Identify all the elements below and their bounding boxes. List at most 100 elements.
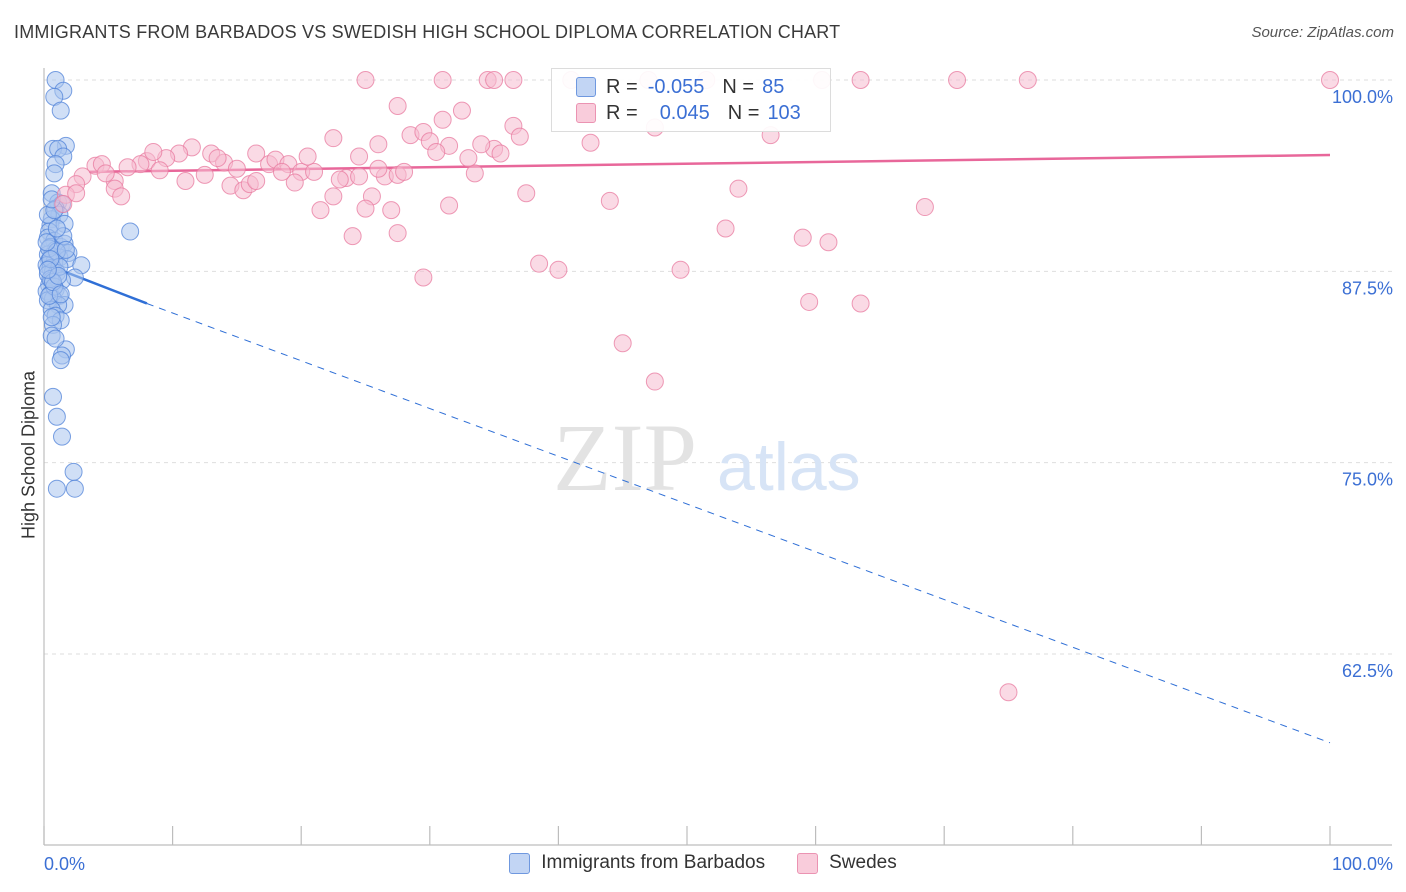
swedes-point — [350, 147, 369, 166]
swedes-point — [96, 164, 115, 183]
legend-n-value: 103 — [767, 101, 801, 124]
swedes-point — [440, 196, 459, 215]
swedes-point — [285, 173, 304, 192]
barbados-point — [38, 260, 57, 279]
swedes-point — [54, 194, 73, 213]
barbados-point — [47, 479, 66, 498]
swedes-point — [305, 162, 324, 181]
swedes-point — [395, 162, 414, 181]
barbados-point — [45, 164, 64, 183]
swedes-point — [491, 144, 510, 163]
swedes-point — [356, 199, 375, 218]
legend-r-label: R = — [606, 75, 638, 98]
swedes-point — [272, 162, 291, 181]
barbados-point — [44, 387, 63, 406]
swedes-point — [999, 683, 1018, 702]
source-label: Source: ZipAtlas.com — [1251, 24, 1394, 41]
swedes-point — [729, 179, 748, 198]
swedes-point — [343, 227, 362, 246]
barbados-point — [51, 351, 70, 370]
bottom-legend-swatch-pink — [797, 852, 819, 874]
legend: R = -0.055 N = 85 R = 0.045 N = 103 — [551, 68, 831, 132]
swedes-point — [915, 198, 934, 217]
swedes-point — [382, 201, 401, 220]
bottom-legend: Immigrants from Barbados Swedes — [0, 852, 1406, 874]
bottom-legend-swedes: Swedes — [797, 852, 897, 874]
y-tick-label: 62.5% — [1342, 661, 1393, 681]
swedes-point — [819, 233, 838, 252]
swedes-point — [485, 71, 504, 89]
bottom-legend-swatch-blue — [509, 852, 531, 874]
chart-title: IMMIGRANTS FROM BARBADOS VS SWEDISH HIGH… — [14, 22, 841, 42]
bottom-legend-barbados: Immigrants from Barbados — [509, 852, 765, 874]
swedes-point — [388, 97, 407, 116]
swedes-point — [298, 147, 317, 166]
tick-labels: 62.5% 75.0% 87.5% 100.0% 0.0% 100.0% — [44, 87, 1393, 874]
swedes-point — [549, 260, 568, 279]
legend-n-label: N = — [727, 101, 760, 124]
legend-row-swedes: R = 0.045 N = 103 — [576, 100, 801, 126]
swedes-point — [67, 184, 86, 203]
swedes-point — [851, 71, 870, 89]
swedes-point — [613, 334, 632, 353]
axes — [43, 68, 1392, 846]
swedes-point — [324, 129, 343, 148]
swedes-point — [948, 71, 967, 89]
barbados-point — [121, 222, 140, 241]
swedes-point — [517, 184, 536, 203]
swedes-point — [600, 191, 619, 210]
swedes-point — [208, 149, 227, 168]
swedes-point — [369, 135, 388, 154]
x-tick-label: 100.0% — [1332, 854, 1393, 874]
swedes-point — [247, 172, 266, 191]
legend-r-label: R = — [606, 101, 638, 124]
swedes-point — [800, 292, 819, 311]
swedes-point — [459, 149, 478, 168]
bottom-legend-label: Immigrants from Barbados — [541, 852, 766, 873]
swedes-point — [414, 268, 433, 287]
legend-r-value: -0.055 — [647, 75, 705, 98]
barbados-point — [47, 407, 66, 426]
barbados-trend-dashed — [146, 303, 1331, 744]
swedes-point — [227, 159, 246, 178]
swedes-point — [176, 172, 195, 191]
y-tick-label: 75.0% — [1342, 470, 1393, 490]
bottom-legend-label: Swedes — [829, 852, 897, 873]
swedes-point — [324, 187, 343, 206]
barbados-point — [51, 101, 70, 120]
x-tick-label: 0.0% — [44, 854, 85, 874]
swedes-point — [433, 71, 452, 89]
swedes-point — [530, 254, 549, 273]
watermark-atlas: atlas — [717, 429, 861, 505]
swedes-point — [472, 135, 491, 154]
legend-r-value: 0.045 — [659, 101, 710, 124]
swedes-point — [465, 164, 484, 183]
swedes-point — [118, 158, 137, 177]
barbados-point — [56, 240, 75, 259]
legend-n-value: 85 — [762, 75, 785, 98]
watermark-zip: ZIP — [553, 404, 697, 511]
barbados-point — [64, 462, 83, 481]
swedes-point — [645, 372, 664, 391]
barbados-point — [46, 329, 65, 348]
swedes-point — [1321, 71, 1339, 89]
swedes-point — [311, 201, 330, 220]
swedes-point — [388, 224, 407, 243]
barbados-point — [53, 427, 72, 446]
y-tick-label: 87.5% — [1342, 278, 1393, 298]
y-tick-label: 100.0% — [1332, 87, 1393, 107]
swedes-point — [247, 144, 266, 163]
swedes-point — [671, 260, 690, 279]
swedes-point — [150, 161, 169, 180]
barbados-point — [51, 285, 70, 304]
grid-lines — [44, 79, 1392, 655]
swedes-point — [330, 170, 349, 189]
barbados-point — [37, 233, 56, 252]
watermark: ZIP atlas — [553, 404, 861, 511]
swedes-point — [195, 165, 214, 184]
swedes-point — [793, 228, 812, 247]
legend-n-label: N = — [722, 75, 755, 98]
legend-swatch-pink — [576, 103, 596, 123]
swedes-point — [433, 110, 452, 129]
